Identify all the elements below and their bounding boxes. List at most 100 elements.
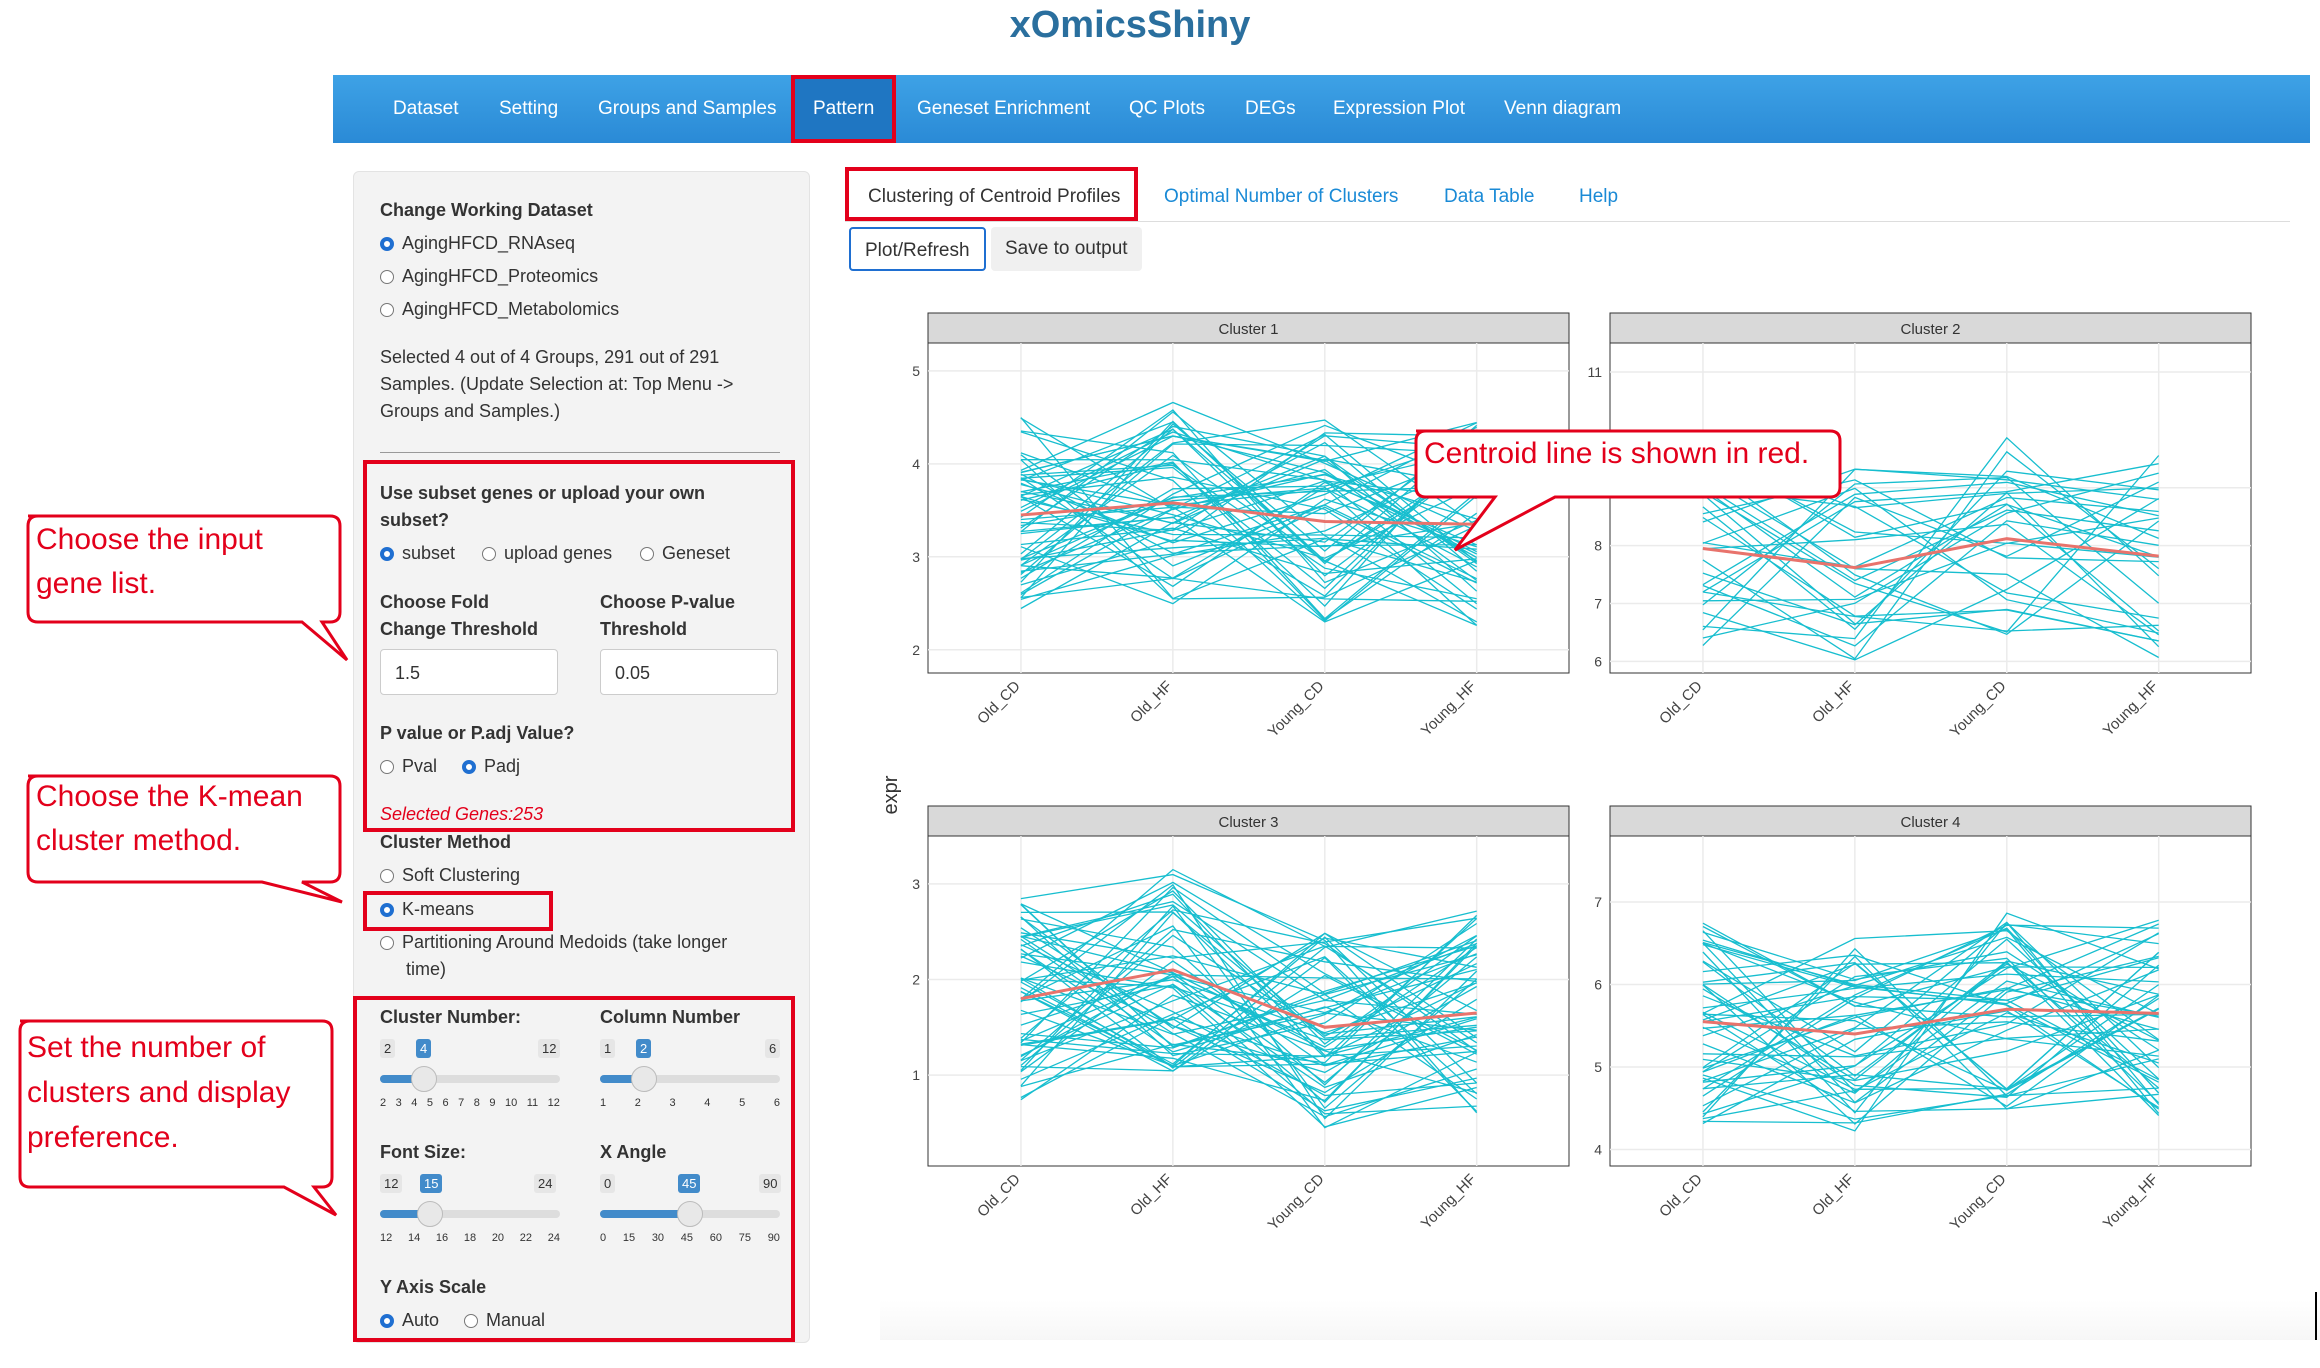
radio-label: AgingHFCD_RNAseq	[402, 233, 576, 253]
radio-selected-icon	[380, 902, 394, 917]
y-tick-label: 2	[912, 971, 920, 987]
x-angle-handle[interactable]	[677, 1201, 703, 1227]
callout-gene-list-line: Choose the input	[36, 523, 263, 556]
y-tick-label: 6	[1594, 977, 1602, 993]
profile-line	[1020, 459, 1477, 555]
profile-line	[1020, 401, 1477, 532]
profile-line	[1020, 927, 1478, 1094]
radio-dataset-rnaseq[interactable]: AgingHFCD_RNAseq	[380, 233, 575, 254]
nav-expression-plot[interactable]: Expression Plot	[1333, 98, 1466, 119]
profile-line	[1702, 955, 2159, 1125]
radio-dataset-metabolomics[interactable]: AgingHFCD_Metabolomics	[380, 299, 619, 320]
y-tick-label: 11	[1587, 364, 1602, 380]
radio-label: AgingHFCD_Metabolomics	[402, 299, 620, 319]
column-number-handle[interactable]	[631, 1066, 657, 1092]
text-cursor	[2315, 1292, 2317, 1340]
selection-note-line: Selected 4 out of 4 Groups, 291 out of 2…	[380, 347, 720, 367]
font-size-track[interactable]	[380, 1210, 560, 1218]
nav-pattern[interactable]: Pattern	[791, 75, 897, 143]
profile-line	[1020, 886, 1477, 1044]
font-size-handle[interactable]	[417, 1201, 443, 1227]
pval-label: Choose P-value	[600, 592, 736, 612]
fc-label: Change Threshold	[380, 619, 539, 639]
radio-upload-genes[interactable]: upload genes	[482, 543, 612, 564]
tick-label: 10	[505, 1097, 518, 1109]
nav-setting[interactable]: Setting	[499, 98, 559, 119]
radio-label: Manual	[486, 1310, 546, 1330]
pval-threshold-input[interactable]: 0.05	[600, 649, 778, 695]
profile-line	[1702, 436, 2160, 640]
font-size-fill	[380, 1210, 430, 1218]
radio-label: AgingHFCD_Proteomics	[402, 266, 599, 286]
nav-degs[interactable]: DEGs	[1245, 98, 1296, 119]
radio-y-manual[interactable]: Manual	[464, 1310, 545, 1331]
nav-dataset[interactable]: Dataset	[393, 98, 459, 119]
profile-line	[1020, 428, 1478, 577]
profile-line	[1020, 987, 1477, 1068]
radio-subset[interactable]: subset	[380, 543, 455, 564]
profile-line	[1020, 411, 1478, 623]
radio-label: upload genes	[504, 543, 613, 563]
tick-label: 22	[519, 1232, 533, 1244]
centroid-line	[1702, 537, 2159, 570]
centroid-line	[1020, 501, 1477, 526]
radio-unselected-icon	[640, 546, 654, 561]
callout-kmeans-line: Choose the K-mean	[36, 780, 303, 813]
radio-dataset-proteomics[interactable]: AgingHFCD_Proteomics	[380, 266, 598, 287]
facet-title: Cluster 1	[1218, 321, 1278, 338]
profile-line	[1702, 938, 2160, 1115]
tick-label: 6	[773, 1097, 780, 1109]
profile-line	[1702, 961, 2160, 1116]
nav-geneset-enrichment[interactable]: Geneset Enrichment	[917, 98, 1091, 119]
radio-soft-clustering[interactable]: Soft Clustering	[380, 865, 520, 886]
callout-clusters-line: Set the number of	[27, 1031, 266, 1064]
radio-geneset[interactable]: Geneset	[640, 543, 730, 564]
cluster-number-handle[interactable]	[411, 1066, 437, 1092]
callout-clusters-line: clusters and display	[27, 1076, 291, 1109]
radio-label: Partitioning Around Medoids (take longer	[402, 932, 728, 952]
profile-line	[1702, 496, 2159, 568]
radio-pam[interactable]: Partitioning Around Medoids (take longer	[380, 932, 727, 953]
nav-venn-diagram[interactable]: Venn diagram	[1504, 98, 1622, 119]
fc-threshold-input[interactable]: 1.5	[380, 649, 558, 695]
profile-line	[1702, 455, 2160, 633]
nav-qc-plots[interactable]: QC Plots	[1129, 98, 1206, 119]
profile-line	[1020, 480, 1477, 532]
tab-optimal-clusters[interactable]: Optimal Number of Clusters	[1164, 186, 1399, 207]
slider-value: 4	[416, 1039, 432, 1058]
profile-line	[1020, 516, 1477, 623]
x-tick-label: Old_CD	[974, 1171, 1024, 1221]
profile-line	[1020, 900, 1477, 1001]
column-number-fill	[600, 1075, 644, 1083]
column-number-track[interactable]	[600, 1075, 780, 1083]
plot-refresh-button[interactable]: Plot/Refresh	[849, 227, 986, 271]
profile-line	[1020, 459, 1477, 600]
tab-data-table[interactable]: Data Table	[1444, 186, 1535, 207]
radio-pval[interactable]: Pval	[380, 756, 437, 777]
profile-line	[1020, 994, 1477, 1101]
slider-max: 90	[759, 1174, 782, 1193]
profile-line	[1020, 977, 1477, 1068]
facet-strip	[1609, 312, 2252, 344]
profile-line	[1702, 464, 2160, 636]
radio-padj[interactable]: Padj	[462, 756, 520, 777]
y-tick-label: 7	[1594, 894, 1602, 910]
save-to-output-button[interactable]: Save to output	[991, 227, 1142, 271]
radio-label: Soft Clustering	[402, 865, 521, 885]
radio-unselected-icon	[380, 269, 394, 284]
tab-clustering-centroid[interactable]: Clustering of Centroid Profiles	[868, 186, 1121, 207]
facet-strip	[927, 805, 1570, 837]
x-tick-label: Old_HF	[1809, 678, 1858, 727]
radio-label: K-means	[402, 899, 475, 919]
x-tick-label: Old_CD	[974, 678, 1024, 728]
profile-line	[1020, 438, 1477, 506]
tick-label: 4	[411, 1097, 418, 1109]
cluster-number-track[interactable]	[380, 1075, 560, 1083]
x-tick-label: Young_HF	[1418, 678, 1480, 740]
radio-y-auto[interactable]: Auto	[380, 1310, 439, 1331]
tab-help[interactable]: Help	[1579, 186, 1619, 207]
tick-label: 1	[600, 1097, 607, 1109]
radio-kmeans[interactable]: K-means	[380, 899, 474, 920]
nav-groups-and-samples[interactable]: Groups and Samples	[598, 98, 777, 119]
y-tick-label: 1	[912, 1067, 920, 1083]
